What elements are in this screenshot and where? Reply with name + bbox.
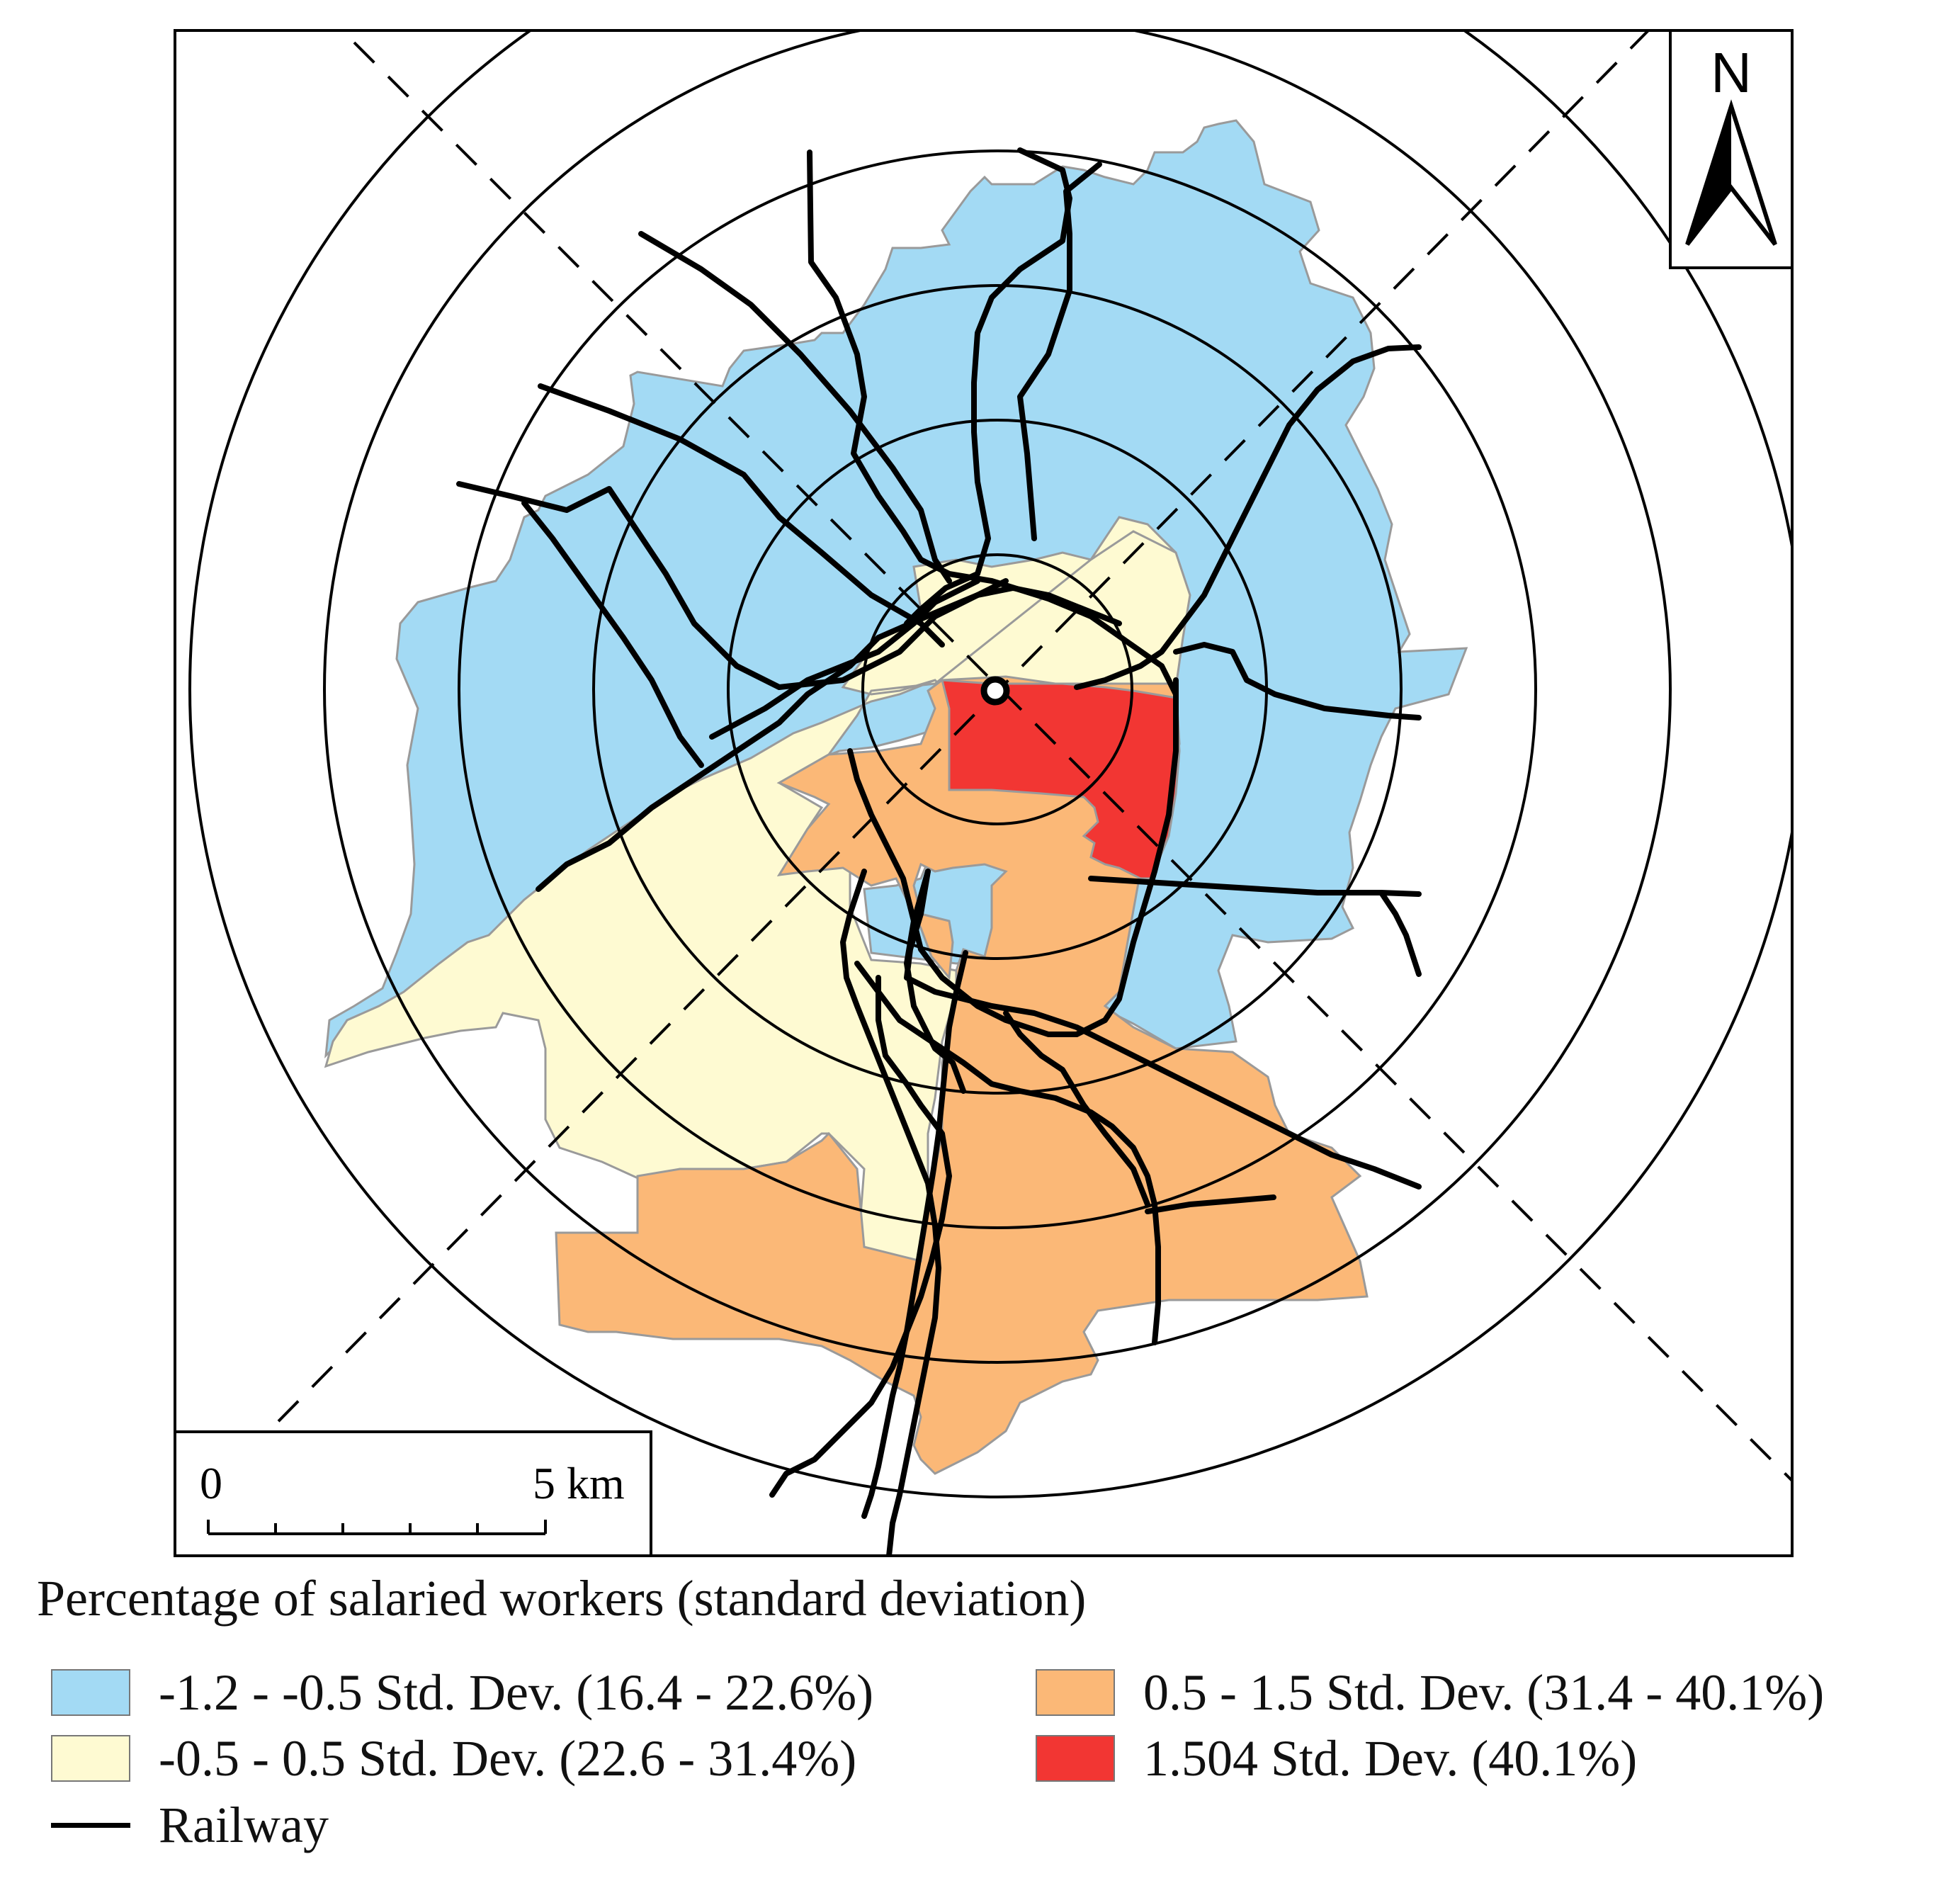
legend-item-high: 0.5 - 1.5 Std. Dev. (31.4 - 40.1%) (1036, 1661, 1824, 1724)
distance-ring (188, 30, 1792, 1498)
distance-ring (592, 284, 1403, 1095)
region-high-salaried (555, 675, 1369, 1475)
scale-start-label: 0 (200, 1458, 222, 1508)
legend-swatch-low (51, 1669, 130, 1716)
legend-item-mid: -0.5 - 0.5 Std. Dev. (22.6 - 31.4%) (51, 1727, 856, 1790)
north-arrow: N (1669, 29, 1794, 269)
legend-title: Percentage of salaried workers (standard… (37, 1570, 1087, 1627)
legend-label-high: 0.5 - 1.5 Std. Dev. (31.4 - 40.1%) (1143, 1663, 1825, 1721)
distance-ring (323, 30, 1672, 1364)
diagonal-axis-nw-se (353, 41, 1792, 1483)
railway-line (1378, 890, 1422, 977)
legend-swatch-high (1036, 1669, 1115, 1716)
legend-railway-line-icon (51, 1802, 130, 1848)
railway-line (769, 975, 952, 1498)
legend-item-railway: Railway (51, 1793, 329, 1857)
center-marker (980, 676, 1010, 706)
north-arrow-fill-icon (1687, 106, 1731, 244)
scale-end-label: 5 km (533, 1458, 625, 1508)
railway-line (1074, 344, 1422, 690)
region-highest-salaried (941, 679, 1181, 880)
railway-line (847, 677, 1179, 1037)
distance-ring (861, 553, 1133, 825)
railway-line (1145, 1194, 1276, 1214)
region-low-salaried (324, 119, 1468, 1059)
railway-line (638, 231, 952, 584)
railway-line (1173, 642, 1422, 721)
scale-bar: 0 5 km (174, 1430, 652, 1557)
railway-line (536, 578, 1009, 892)
legend-label-mid: -0.5 - 0.5 Std. Dev. (22.6 - 31.4%) (159, 1729, 857, 1787)
railway-line (1003, 1010, 1150, 1207)
legend-item-highest: 1.504 Std. Dev. (40.1%) (1036, 1727, 1637, 1790)
legend-swatch-highest (1036, 1735, 1115, 1782)
legend-swatch-mid (51, 1735, 130, 1782)
railway-line (456, 481, 1122, 690)
railway-line (1017, 162, 1102, 541)
railway-network (456, 147, 1422, 1556)
legend-label-highest: 1.504 Std. Dev. (40.1%) (1143, 1729, 1638, 1787)
railway-line (904, 869, 966, 1094)
distance-rings (188, 30, 1792, 1498)
legend-item-low: -1.2 - -0.5 Std. Dev. (16.4 - 22.6%) (51, 1661, 873, 1724)
railway-line (521, 500, 704, 768)
north-label: N (1711, 41, 1752, 104)
legend-label-railway: Railway (159, 1796, 329, 1853)
railway-line (807, 149, 1179, 697)
map-frame (174, 29, 1794, 1557)
railway-line (840, 869, 941, 1556)
distance-ring (458, 149, 1537, 1229)
railway-line (861, 950, 968, 1519)
railway-line (854, 961, 1161, 1345)
legend-label-low: -1.2 - -0.5 Std. Dev. (16.4 - 22.6%) (159, 1663, 874, 1721)
railway-line (538, 383, 945, 648)
